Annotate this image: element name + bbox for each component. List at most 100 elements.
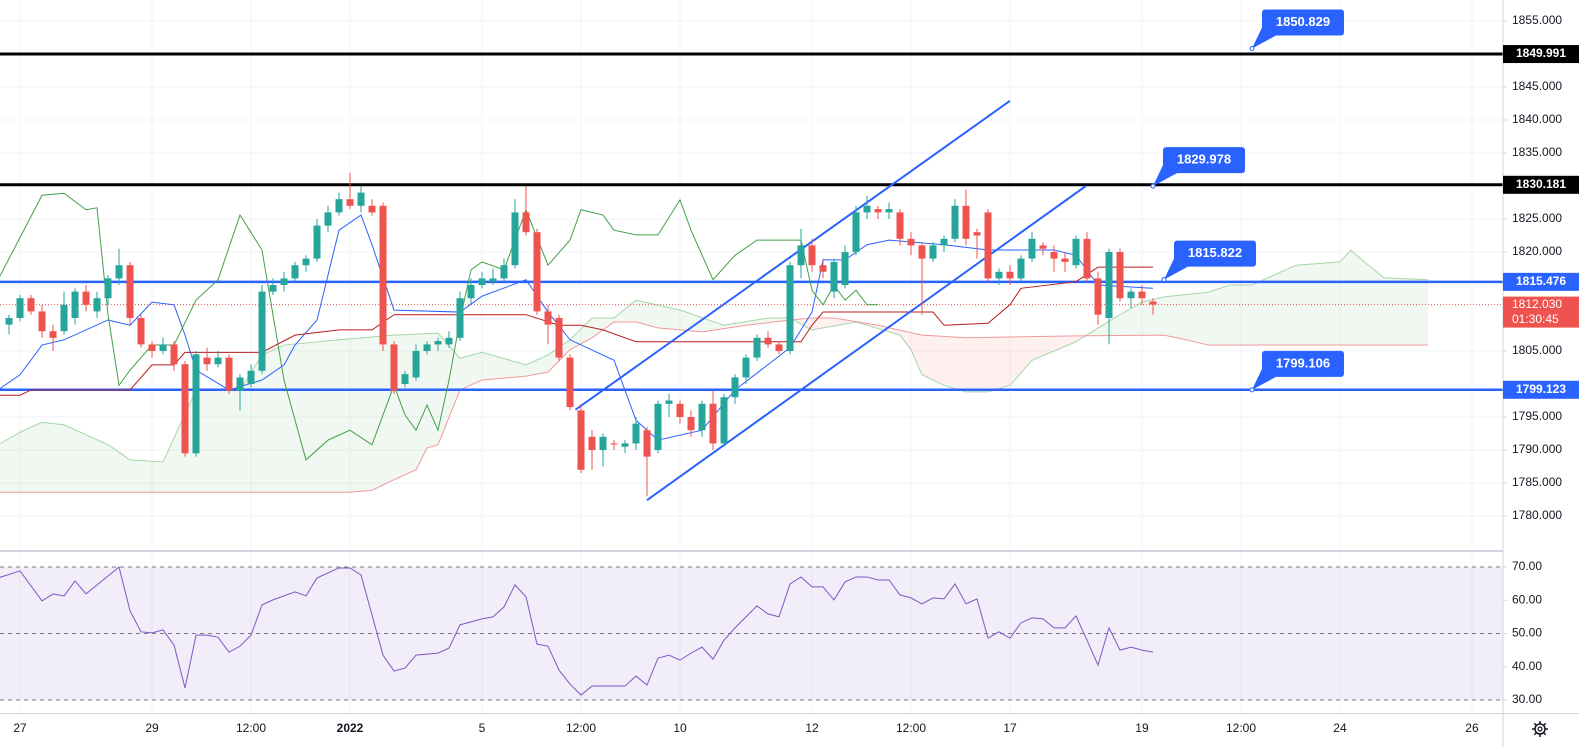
candle-body [115, 265, 123, 279]
level-tag [1503, 175, 1579, 194]
candle-body [731, 377, 739, 398]
candle-body [412, 351, 420, 378]
rsi-tick-label: 40.00 [1512, 659, 1542, 673]
candle-body [60, 304, 68, 332]
callout-anchor [1161, 277, 1167, 283]
candle-body [962, 205, 970, 239]
last-price-label: 1812.030 [1512, 297, 1562, 311]
candle-body [775, 344, 783, 352]
candle-body [401, 374, 409, 385]
x-tick-label: 12:00 [236, 721, 266, 735]
callout-box [1173, 240, 1256, 267]
candle-body [1072, 238, 1080, 266]
candle-body [38, 311, 46, 332]
candle-body [830, 261, 838, 292]
candle-body [1017, 258, 1025, 279]
y-tick-label: 1835.000 [1512, 145, 1562, 159]
candle-body [687, 417, 695, 431]
level-tag-label: 1830.181 [1516, 177, 1566, 191]
candle-body [236, 377, 244, 391]
candle-body [852, 212, 860, 252]
candle-body [445, 337, 453, 345]
candle-body [1127, 291, 1135, 299]
channel-line [574, 100, 1011, 411]
settings-icon[interactable] [1532, 721, 1548, 737]
candle-body [148, 344, 156, 352]
candle-body [346, 199, 354, 206]
candle-body [269, 284, 277, 292]
candle-body [280, 278, 288, 285]
candle-body [1083, 238, 1091, 279]
candle-body [335, 199, 343, 213]
candle-body [511, 212, 519, 266]
candle-body [5, 318, 13, 325]
candle-body [1006, 271, 1014, 279]
candle-body [27, 298, 35, 312]
rsi-line [0, 566, 1154, 696]
candle-body [368, 205, 376, 213]
level-tag [1503, 272, 1579, 291]
y-tick-label: 1790.000 [1512, 442, 1562, 456]
x-tick-label: 17 [1003, 721, 1017, 735]
candle-body [522, 212, 530, 233]
callout-label: 1850.829 [1276, 14, 1330, 29]
x-tick-label: 12:00 [896, 721, 926, 735]
candle-body [434, 341, 442, 345]
y-tick-label: 1855.000 [1512, 13, 1562, 27]
channel-line [646, 185, 1087, 501]
indicator-line [0, 214, 1154, 441]
level-tag [1503, 380, 1579, 399]
x-tick-label: 12:00 [1226, 721, 1256, 735]
callout-anchor [1150, 183, 1156, 189]
candle-body [192, 354, 200, 454]
candle-body [665, 400, 673, 404]
candle-body [82, 291, 90, 305]
candle-body [181, 364, 189, 454]
y-tick-label: 1795.000 [1512, 409, 1562, 423]
candle-body [995, 271, 1003, 279]
candle-body [258, 291, 266, 371]
candle-body [973, 232, 981, 236]
candle-body [940, 238, 948, 246]
candle-body [544, 311, 552, 325]
callout-box [1261, 350, 1344, 377]
rsi-tick-label: 50.00 [1512, 626, 1542, 640]
cloud-fill [1087, 250, 1428, 346]
candle-body [478, 278, 486, 285]
candle-body [291, 265, 299, 279]
candle-body [137, 318, 145, 345]
candle-body [247, 370, 255, 385]
candle-body [599, 436, 607, 451]
y-tick-label: 1825.000 [1512, 211, 1562, 225]
candle-body [533, 232, 541, 312]
candle-body [797, 245, 805, 266]
candle-body [93, 298, 101, 312]
candle-body [753, 337, 761, 358]
level-tag-label: 1799.123 [1516, 382, 1566, 396]
candle-body [632, 423, 640, 444]
candle-body [643, 430, 651, 457]
candle-body [104, 278, 112, 299]
candle-body [676, 403, 684, 418]
callout-anchor [1249, 387, 1255, 393]
candle-body [313, 225, 321, 259]
candle-body [1028, 238, 1036, 259]
candle-body [159, 344, 167, 352]
candle-body [918, 245, 926, 259]
x-tick-label: 24 [1333, 721, 1347, 735]
x-tick-label: 12 [805, 721, 819, 735]
callout-box [1162, 147, 1245, 174]
rsi-tick-label: 60.00 [1512, 592, 1542, 606]
y-tick-label: 1820.000 [1512, 244, 1562, 258]
candle-body [489, 278, 497, 282]
rsi-tick-label: 70.00 [1512, 559, 1542, 573]
candle-body [720, 397, 728, 444]
cloud-span-b [0, 317, 1428, 493]
x-tick-label: 10 [673, 721, 687, 735]
candle-body [1138, 291, 1146, 299]
x-tick-label: 2022 [337, 721, 364, 735]
price-pane [0, 52, 1503, 501]
candle-body [698, 403, 706, 431]
